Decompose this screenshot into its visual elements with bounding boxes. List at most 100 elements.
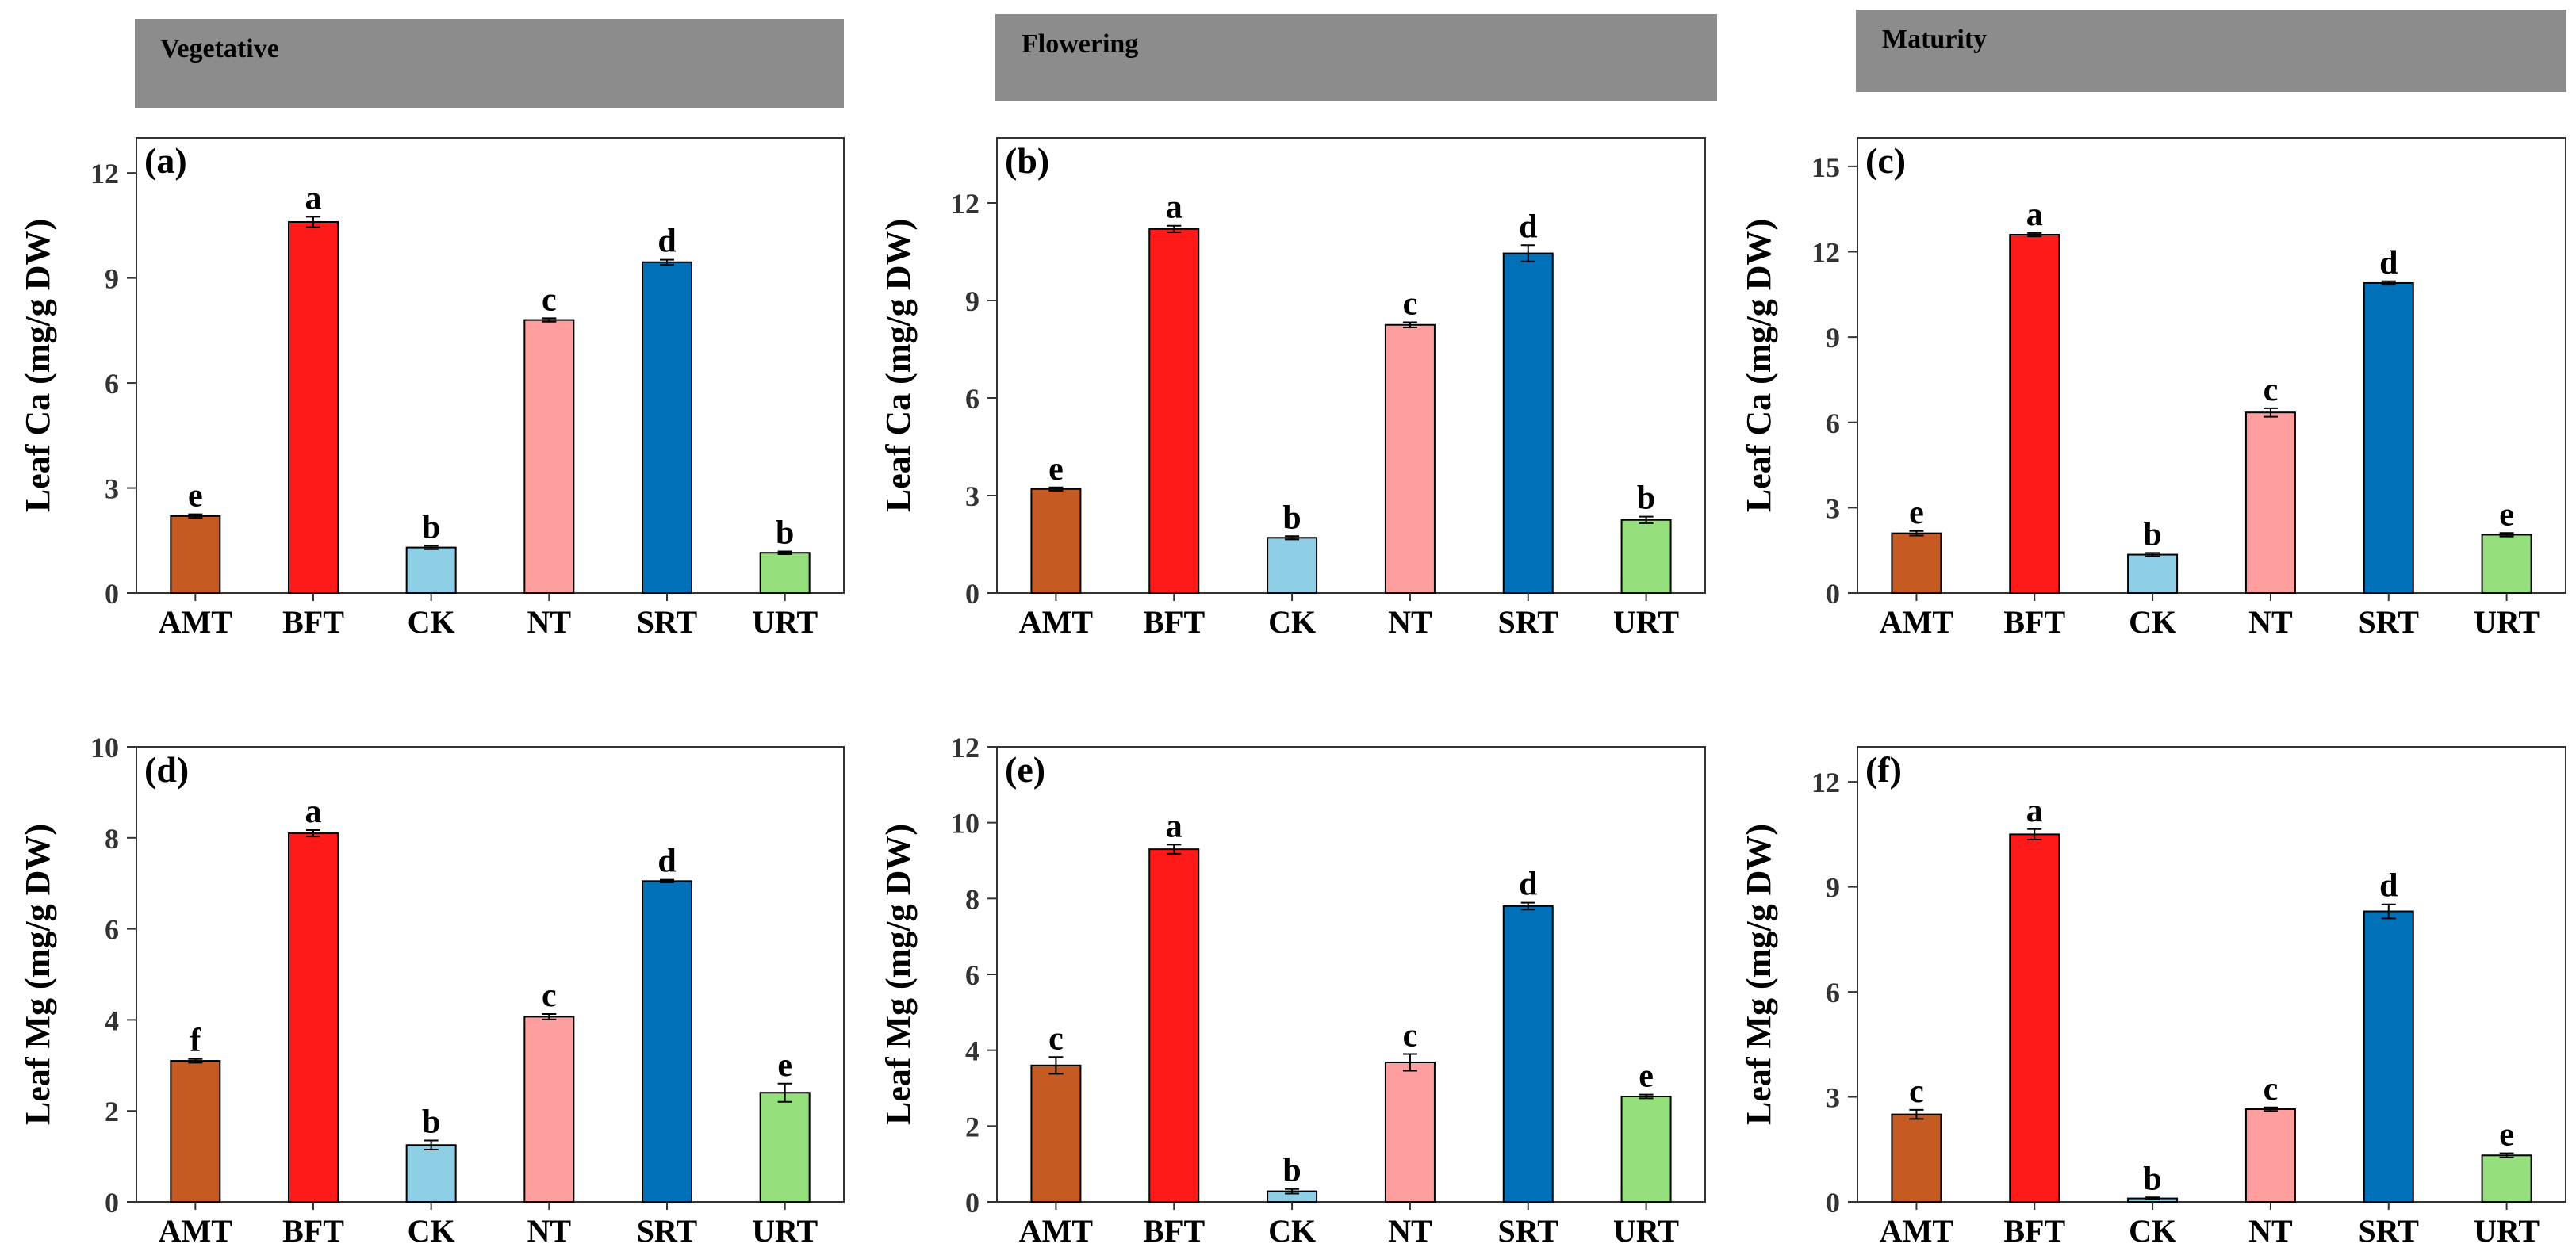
- bar-srt: [2363, 910, 2414, 1203]
- significance-letter: f: [190, 1023, 201, 1059]
- significance-letter: b: [2143, 516, 2161, 553]
- significance-letter: c: [1403, 1017, 1418, 1054]
- x-tick-label: AMT: [1880, 604, 1954, 640]
- y-axis-title: Leaf Mg (mg/g DW): [879, 824, 918, 1125]
- significance-letter: d: [1519, 209, 1537, 245]
- x-tick-label: CK: [2129, 1213, 2176, 1249]
- y-tick-label: 12: [951, 732, 979, 763]
- plot-frame: [996, 137, 1706, 594]
- y-tick-label: 3: [1826, 492, 1840, 524]
- x-tick-label: NT: [527, 1213, 572, 1249]
- significance-letter: c: [542, 978, 557, 1014]
- y-tick-label: 0: [105, 1187, 119, 1219]
- x-tick-label: SRT: [637, 1213, 698, 1249]
- y-tick-label: 4: [965, 1035, 979, 1067]
- x-tick-label: SRT: [637, 604, 698, 640]
- bar-srt: [1502, 905, 1554, 1204]
- chart-panel: 0 2 4 6 8 10 Leaf Mg (mg/g DW) (d) f AMT a BFT b CK c N…: [18, 732, 845, 1249]
- significance-letter: b: [422, 509, 440, 545]
- panel-label: (c): [1865, 140, 1906, 181]
- bar-bft: [2009, 833, 2060, 1204]
- y-tick-label: 12: [951, 188, 979, 220]
- bar-nt: [2244, 411, 2296, 594]
- significance-letter: e: [1909, 495, 1924, 531]
- stage-title-vegetative: Vegetative: [160, 34, 279, 63]
- bar-srt: [1502, 252, 1554, 594]
- significance-letter: b: [422, 1104, 440, 1141]
- stage-header-flowering: Flowering: [995, 14, 1717, 101]
- y-tick-label: 0: [1826, 578, 1840, 610]
- y-axis-title: Leaf Ca (mg/g DW): [18, 219, 57, 512]
- plot-frame: [136, 137, 845, 594]
- bar-urt: [759, 552, 811, 595]
- bar-bft: [2009, 233, 2060, 594]
- x-tick-label: NT: [1388, 1213, 1432, 1249]
- x-tick-label: URT: [2474, 604, 2540, 640]
- y-tick-label: 6: [1826, 408, 1840, 439]
- x-tick-label: SRT: [2359, 604, 2420, 640]
- y-axis-title: Leaf Ca (mg/g DW): [1739, 219, 1778, 512]
- x-tick-label: URT: [752, 604, 818, 640]
- y-tick-label: 6: [965, 383, 979, 415]
- y-tick-label: 4: [105, 1005, 119, 1036]
- significance-letter: a: [1166, 808, 1183, 844]
- bar-bft: [288, 832, 339, 1204]
- stage-header-maturity: Maturity: [1856, 10, 2566, 92]
- significance-letter: c: [2264, 372, 2279, 408]
- y-tick-label: 0: [965, 578, 979, 610]
- bar-urt: [1620, 1096, 1672, 1203]
- significance-letter: d: [2379, 245, 2398, 281]
- chart-panel: 0 3 6 9 12 15 Leaf Ca (mg/g DW) (c) e AMT a BFT b CK c…: [1739, 137, 2566, 640]
- bar-amt: [1030, 488, 1082, 594]
- significance-letter: c: [1048, 1020, 1064, 1057]
- bar-urt: [1620, 519, 1672, 594]
- y-axis-title: Leaf Mg (mg/g DW): [1739, 824, 1778, 1125]
- x-tick-label: NT: [2248, 604, 2293, 640]
- significance-letter: c: [2264, 1071, 2279, 1108]
- significance-letter: e: [777, 1047, 792, 1084]
- x-tick-label: URT: [752, 1213, 818, 1249]
- bar-urt: [759, 1092, 811, 1203]
- stage-title-flowering: Flowering: [1022, 29, 1138, 59]
- y-tick-label: 0: [1826, 1187, 1840, 1219]
- chart-panel: 0 2 4 6 8 10 12 Leaf Mg (mg/g DW) (e) c AMT a BFT b CK…: [879, 732, 1706, 1249]
- y-tick-label: 2: [965, 1111, 979, 1142]
- significance-letter: a: [305, 794, 322, 830]
- bar-bft: [1148, 848, 1200, 1204]
- bar-nt: [1384, 1061, 1436, 1204]
- significance-letter: e: [2499, 1117, 2514, 1154]
- bar-nt: [523, 319, 575, 594]
- bar-bft: [1148, 228, 1200, 594]
- bar-amt: [1891, 532, 1942, 594]
- x-tick-label: BFT: [1143, 1213, 1205, 1249]
- x-tick-label: CK: [1268, 1213, 1316, 1249]
- y-tick-label: 3: [1826, 1082, 1840, 1114]
- significance-letter: c: [1909, 1073, 1924, 1110]
- y-tick-label: 15: [1811, 151, 1840, 183]
- bar-nt: [1384, 323, 1436, 594]
- bar-bft: [288, 220, 339, 594]
- y-tick-label: 12: [1811, 237, 1840, 269]
- y-tick-label: 9: [1826, 872, 1840, 904]
- significance-letter: b: [776, 515, 794, 551]
- x-tick-label: AMT: [159, 1213, 233, 1249]
- significance-letter: d: [1519, 867, 1537, 903]
- x-tick-label: BFT: [2003, 1213, 2065, 1249]
- y-tick-label: 12: [1811, 767, 1840, 798]
- y-tick-label: 10: [951, 808, 979, 840]
- x-tick-label: BFT: [282, 604, 344, 640]
- significance-letter: a: [305, 180, 322, 216]
- chart-panel: 0 3 6 9 12 Leaf Ca (mg/g DW) (b) e AMT a BFT b CK c NT…: [879, 137, 1706, 640]
- stage-header-vegetative: Vegetative: [135, 19, 844, 108]
- x-tick-label: CK: [408, 604, 455, 640]
- stage-header-bg: [135, 19, 844, 108]
- plot-frame: [136, 746, 845, 1203]
- significance-letter: b: [2143, 1161, 2161, 1197]
- bar-ck: [2127, 553, 2179, 594]
- bar-amt: [170, 515, 221, 594]
- x-tick-label: SRT: [1498, 1213, 1559, 1249]
- x-tick-label: BFT: [282, 1213, 344, 1249]
- y-tick-label: 8: [105, 823, 119, 855]
- x-tick-label: AMT: [1019, 1213, 1094, 1249]
- y-tick-label: 3: [105, 473, 119, 505]
